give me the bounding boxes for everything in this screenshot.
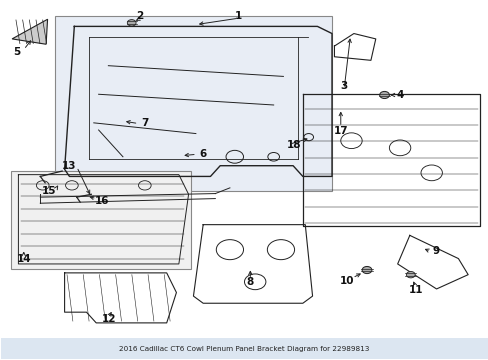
Text: 13: 13 <box>62 161 77 171</box>
Circle shape <box>127 19 136 26</box>
Text: 14: 14 <box>17 254 31 264</box>
Text: 12: 12 <box>102 314 116 324</box>
Text: 4: 4 <box>396 90 403 100</box>
Text: 7: 7 <box>141 118 148 128</box>
Circle shape <box>362 266 371 274</box>
Text: 18: 18 <box>286 140 301 150</box>
Circle shape <box>406 271 414 278</box>
Text: 16: 16 <box>95 197 109 206</box>
Polygon shape <box>12 19 47 44</box>
Text: 8: 8 <box>246 277 253 287</box>
Text: 5: 5 <box>13 47 20 57</box>
Text: 6: 6 <box>199 149 206 159</box>
Text: 15: 15 <box>41 186 56 197</box>
FancyBboxPatch shape <box>55 16 331 191</box>
Bar <box>1 338 487 359</box>
Text: 11: 11 <box>407 285 422 295</box>
Text: 17: 17 <box>333 126 347 136</box>
Text: 2: 2 <box>136 11 143 21</box>
FancyBboxPatch shape <box>11 171 191 269</box>
Text: 10: 10 <box>339 276 353 286</box>
Text: 9: 9 <box>432 247 439 256</box>
Text: 3: 3 <box>340 81 347 91</box>
Circle shape <box>379 91 388 99</box>
Text: 2016 Cadillac CT6 Cowl Plenum Panel Bracket Diagram for 22989813: 2016 Cadillac CT6 Cowl Plenum Panel Brac… <box>119 346 369 352</box>
Text: 1: 1 <box>235 11 242 21</box>
